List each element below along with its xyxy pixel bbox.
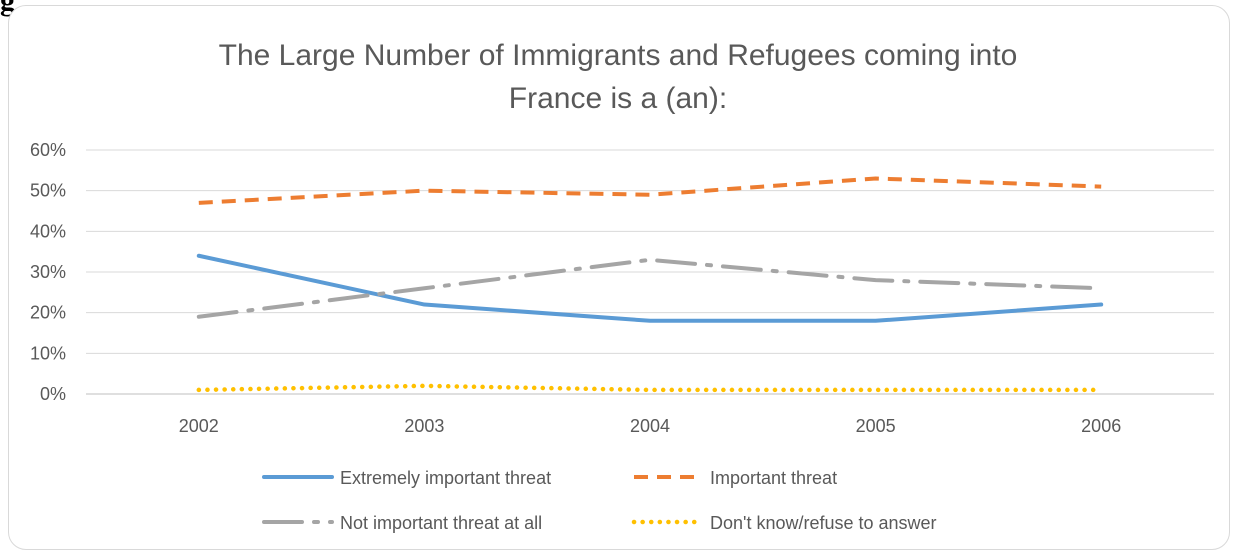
x-tick-label: 2002: [179, 416, 219, 436]
y-tick-label: 30%: [30, 262, 66, 282]
y-tick-label: 0%: [40, 384, 66, 404]
legend-label: Not important threat at all: [340, 513, 542, 533]
chart-title-line-2: France is a (an):: [508, 82, 728, 115]
x-tick-label: 2004: [630, 416, 670, 436]
y-tick-label: 50%: [30, 181, 66, 201]
y-tick-label: 10%: [30, 343, 66, 363]
series-line: [196, 257, 1104, 319]
chart-title-line-1: The Large Number of Immigrants and Refug…: [218, 39, 1018, 72]
x-tick-label: 2003: [404, 416, 444, 436]
x-tick-label: 2006: [1081, 416, 1121, 436]
chart-title: The Large Number of Immigrants and Refug…: [0, 34, 1236, 120]
legend-label: Important threat: [710, 468, 837, 488]
series-line: [198, 176, 1102, 205]
y-tick-label: 20%: [30, 303, 66, 323]
legend-label: Don't know/refuse to answer: [710, 513, 937, 533]
chart-frame: [8, 5, 1230, 550]
series-line: [196, 383, 1104, 393]
y-tick-label: 60%: [30, 140, 66, 160]
series-line: [196, 253, 1104, 323]
y-tick-label: 40%: [30, 221, 66, 241]
x-tick-label: 2005: [856, 416, 896, 436]
legend-label: Extremely important threat: [340, 468, 551, 488]
